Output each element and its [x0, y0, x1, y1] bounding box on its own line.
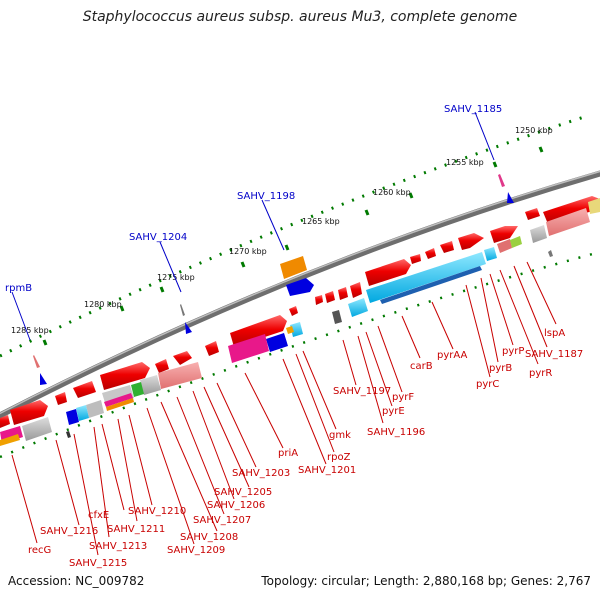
gene-label-pyrAA: pyrAA [437, 350, 467, 361]
genome-title: Staphylococcus aureus subsp. aureus Mu3,… [82, 9, 518, 25]
gene-label-rpoZ: rpoZ [327, 452, 351, 463]
gene-label-SAHV_1208: SAHV_1208 [180, 532, 238, 543]
leader-lines [11, 261, 557, 556]
scale-label-1265: 1265 kbp [302, 217, 340, 226]
gene-label-SAHV_1213: SAHV_1213 [89, 541, 147, 552]
inner-markers [66, 250, 553, 438]
gene-label-priA: priA [278, 448, 298, 459]
inner-dot-arc [0, 250, 600, 459]
scale-label-1250: 1250 kbp [515, 126, 553, 135]
gene-label-SAHV_1205: SAHV_1205 [214, 487, 272, 498]
gene-label-SAHV_1206: SAHV_1206 [207, 500, 265, 511]
gene-label-pyrP: pyrP [502, 346, 524, 357]
gene-label-SAHV_1203: SAHV_1203 [232, 468, 290, 479]
scale-ticks [42, 146, 544, 346]
gene-label-SAHV_1210: SAHV_1210 [128, 506, 186, 517]
scale-label-1285: 1285 kbp [11, 326, 49, 335]
gene-label-SAHV_1197: SAHV_1197 [333, 386, 391, 397]
function-bands [0, 208, 590, 446]
scale-label-1280: 1280 kbp [84, 300, 122, 309]
scale-label-1260: 1260 kbp [373, 188, 411, 197]
gene-label-rpmB: rpmB [5, 283, 32, 294]
gene-label-gmk: gmk [329, 430, 351, 441]
gene-label-SAHV_1185: SAHV_1185 [444, 104, 502, 115]
gene-label-SAHV_1207: SAHV_1207 [193, 515, 251, 526]
gene-label-pyrB: pyrB [489, 363, 512, 374]
gene-label-SAHV_1216: SAHV_1216 [40, 526, 98, 537]
scale-label-1255: 1255 kbp [446, 158, 484, 167]
scale-labels: 1250 kbp 1255 kbp 1260 kbp 1265 kbp 1270… [11, 126, 553, 335]
gene-label-SAHV_1201: SAHV_1201 [298, 465, 356, 476]
gene-label-SAHV_1211: SAHV_1211 [107, 524, 165, 535]
gene-label-SAHV_1215: SAHV_1215 [69, 558, 127, 569]
inner-gene-labels: lspA SAHV_1187 pyrR pyrP pyrB pyrC pyrAA… [28, 328, 583, 569]
gene-label-carB: carB [410, 361, 433, 372]
gene-label-lspA: lspA [544, 328, 565, 339]
gene-label-SAHV_1196: SAHV_1196 [367, 427, 425, 438]
genome-backbone [0, 170, 600, 419]
gene-label-SAHV_1198: SAHV_1198 [237, 191, 295, 202]
scale-label-1275: 1275 kbp [157, 273, 195, 282]
gene-label-pyrE: pyrE [382, 406, 405, 417]
gene-label-SAHV_1209: SAHV_1209 [167, 545, 225, 556]
gene-label-recG: recG [28, 545, 51, 556]
gene-label-pyrR: pyrR [529, 368, 552, 379]
accession-text: Accession: NC_009782 [8, 574, 145, 588]
scale-arc [0, 113, 591, 358]
scale-label-1270: 1270 kbp [229, 247, 267, 256]
genome-backbone-highlight [0, 170, 600, 415]
gene-label-pyrC: pyrC [476, 379, 499, 390]
gene-label-cfxE: cfxE [88, 510, 109, 521]
gene-label-pyrF: pyrF [392, 392, 414, 403]
forward-strand-genes [0, 196, 600, 428]
gene-label-SAHV_1204: SAHV_1204 [129, 232, 187, 243]
outer-features [11, 111, 514, 385]
gene-label-SAHV_1187: SAHV_1187 [525, 349, 583, 360]
topology-text: Topology: circular; Length: 2,880,168 bp… [261, 574, 591, 588]
